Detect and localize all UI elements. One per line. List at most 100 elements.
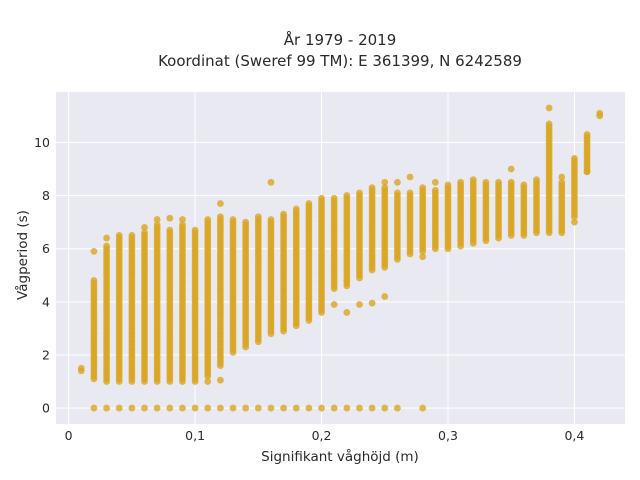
data-point xyxy=(242,218,250,226)
data-point xyxy=(419,184,427,192)
data-point xyxy=(343,192,351,199)
data-point xyxy=(356,189,363,197)
data-point xyxy=(103,242,110,250)
data-point xyxy=(507,178,515,186)
data-point xyxy=(318,194,325,202)
data-point xyxy=(191,226,199,234)
chart-title: År 1979 - 2019 xyxy=(284,30,397,49)
data-point xyxy=(457,178,465,186)
x-tick-label: 0,1 xyxy=(185,428,205,443)
data-point xyxy=(191,378,199,385)
y-tick-label: 8 xyxy=(42,188,50,203)
data-point xyxy=(216,213,224,221)
chart-subtitle: Koordinat (Sweref 99 TM): E 361399, N 62… xyxy=(158,52,522,70)
data-point xyxy=(204,216,212,223)
data-point xyxy=(368,299,376,307)
data-point xyxy=(204,378,212,385)
data-point xyxy=(318,404,325,412)
data-point xyxy=(179,221,186,229)
data-point xyxy=(141,229,148,237)
data-point xyxy=(242,404,250,412)
data-point xyxy=(545,120,553,128)
data-point xyxy=(305,200,313,207)
data-point xyxy=(406,189,414,197)
data-point xyxy=(90,277,98,284)
data-point xyxy=(166,404,174,412)
data-point xyxy=(583,131,591,138)
data-point xyxy=(330,194,338,202)
y-tick-label: 0 xyxy=(42,401,50,416)
data-point xyxy=(128,232,136,239)
data-point xyxy=(545,104,553,112)
plot-area xyxy=(56,92,625,424)
y-tick-label: 4 xyxy=(42,294,50,309)
data-point xyxy=(343,404,351,412)
y-tick-label: 2 xyxy=(42,347,50,362)
data-point xyxy=(191,404,199,412)
data-point xyxy=(507,165,515,173)
data-point xyxy=(128,404,136,412)
axis-ticks: 0 0,1 0,2 0,3 0,4 0 2 4 6 8 10 xyxy=(34,135,584,443)
data-point xyxy=(166,226,174,234)
data-point xyxy=(103,404,110,412)
data-point xyxy=(558,178,566,186)
data-point xyxy=(141,224,148,231)
data-point xyxy=(153,216,161,223)
data-point xyxy=(394,189,401,197)
data-point xyxy=(495,178,502,186)
data-point xyxy=(431,186,439,194)
data-point xyxy=(141,404,148,412)
data-point xyxy=(216,404,224,412)
data-point xyxy=(153,221,161,229)
data-point xyxy=(330,301,338,308)
data-point xyxy=(254,404,262,412)
data-point xyxy=(216,200,224,207)
data-point xyxy=(419,253,427,261)
data-point xyxy=(368,184,376,192)
data-point xyxy=(153,404,161,412)
data-point xyxy=(381,293,389,300)
data-point xyxy=(444,181,452,189)
data-point xyxy=(368,404,376,412)
x-tick-label: 0,4 xyxy=(564,428,584,443)
data-point xyxy=(179,378,186,385)
data-point xyxy=(431,178,439,186)
data-point xyxy=(103,234,110,242)
data-points xyxy=(77,104,604,412)
data-point xyxy=(305,404,313,412)
data-point xyxy=(216,376,224,384)
data-point xyxy=(166,214,174,222)
data-point xyxy=(280,404,287,412)
data-point xyxy=(267,178,275,186)
y-tick-label: 10 xyxy=(34,135,50,150)
data-point xyxy=(381,404,389,412)
data-point xyxy=(229,404,237,412)
data-point xyxy=(482,178,490,186)
data-point xyxy=(571,155,578,162)
data-point xyxy=(381,184,389,192)
y-tick-label: 6 xyxy=(42,241,50,256)
data-point xyxy=(571,218,578,226)
data-point xyxy=(179,404,186,412)
x-axis-title: Signifikant våghöjd (m) xyxy=(261,448,419,465)
data-point xyxy=(90,404,98,412)
data-point xyxy=(406,173,414,181)
data-point xyxy=(356,301,363,308)
data-point xyxy=(77,364,85,372)
data-point xyxy=(280,210,287,218)
data-point xyxy=(558,173,566,181)
data-point xyxy=(596,109,604,117)
data-point xyxy=(419,404,427,412)
data-point xyxy=(583,168,591,176)
x-tick-label: 0,3 xyxy=(438,428,458,443)
data-point xyxy=(330,404,338,412)
data-point xyxy=(115,232,123,239)
data-point xyxy=(90,247,98,255)
data-point xyxy=(267,404,275,412)
x-tick-label: 0 xyxy=(65,428,73,443)
data-point xyxy=(254,213,262,221)
data-point xyxy=(343,309,351,316)
data-point xyxy=(229,216,237,223)
data-point xyxy=(292,205,300,213)
